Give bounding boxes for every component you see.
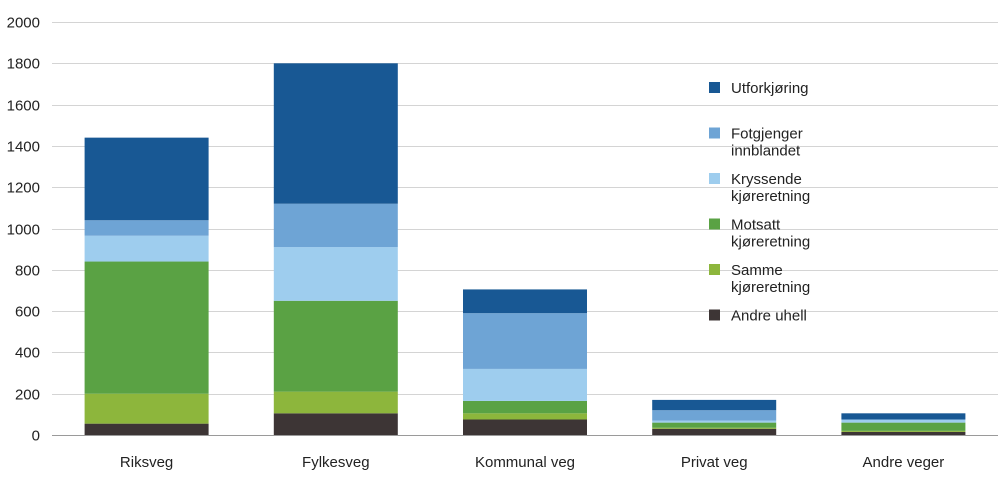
bar-segment [84,235,209,262]
legend-swatch [709,173,720,184]
x-tick-label: Andre veger [863,454,945,471]
legend-label: innblandet [731,143,801,160]
bar-segment [463,413,587,420]
bar-segment [652,399,777,411]
y-tick-label: 1200 [7,180,40,197]
y-tick-label: 800 [15,263,40,280]
bar-segment [652,422,777,428]
bar-segment [463,419,587,435]
legend-swatch [709,82,720,93]
y-tick-label: 1400 [7,139,40,156]
legend-label: Samme [731,262,783,279]
bar-segment [84,393,209,424]
legend-item: Utforkjøring [709,80,809,97]
legend-item: Andre uhell [709,308,807,325]
y-tick-label: 1800 [7,56,40,73]
bars [84,63,966,435]
legend-swatch [709,309,720,321]
bar-segment [652,420,777,423]
axes: 0 200 400 600 800 1000 1200 1400 1600 1800 2000 Rik… [7,15,998,471]
legend-label: Utforkjøring [731,80,809,97]
bar-segment [652,410,777,421]
bar-segment [841,431,966,435]
legend-swatch [709,264,720,275]
bar-segment [841,419,966,423]
x-tick-label: Kommunal veg [475,454,575,471]
legend-label: kjøreretning [731,279,810,296]
y-tick-label: 200 [15,387,40,404]
bar-segment [652,427,777,429]
bar-segment [841,430,966,432]
bar-segment [84,220,209,236]
bar-segment [273,413,398,435]
bar-segment [273,300,398,392]
bar-segment [841,413,966,420]
legend-label: kjøreretning [731,234,810,251]
bar-segment [273,63,398,204]
bar-segment [463,289,587,314]
legend-swatch [709,127,720,139]
bar-segment [84,423,209,435]
legend-label: Fotgjenger [731,126,803,143]
bar-segment [84,261,209,394]
legend-label: Andre uhell [731,308,807,325]
bar-segment [463,368,587,401]
legend-label: Motsatt [731,217,781,234]
y-tick-label: 1000 [7,222,40,239]
legend-label: kjøreretning [731,188,810,205]
bar-segment [463,313,587,369]
y-tick-label: 1600 [7,98,40,115]
y-tick-label: 0 [32,428,40,445]
bar-segment [273,203,398,248]
bar-segment [652,428,777,435]
x-tick-label: Fylkesveg [302,454,370,471]
x-tick-label: Privat veg [681,454,748,471]
bar-segment [841,422,966,431]
bar-segment [84,137,209,221]
gridlines [52,22,998,395]
x-tick-label: Riksveg [120,454,173,471]
bar-segment [463,400,587,414]
legend-label: Kryssende [731,171,802,188]
y-tick-label: 2000 [7,15,40,32]
bar-segment [273,247,398,301]
bar-segment [273,391,398,414]
y-tick-label: 400 [15,345,40,362]
y-tick-label: 600 [15,304,40,321]
legend-swatch [709,218,720,230]
